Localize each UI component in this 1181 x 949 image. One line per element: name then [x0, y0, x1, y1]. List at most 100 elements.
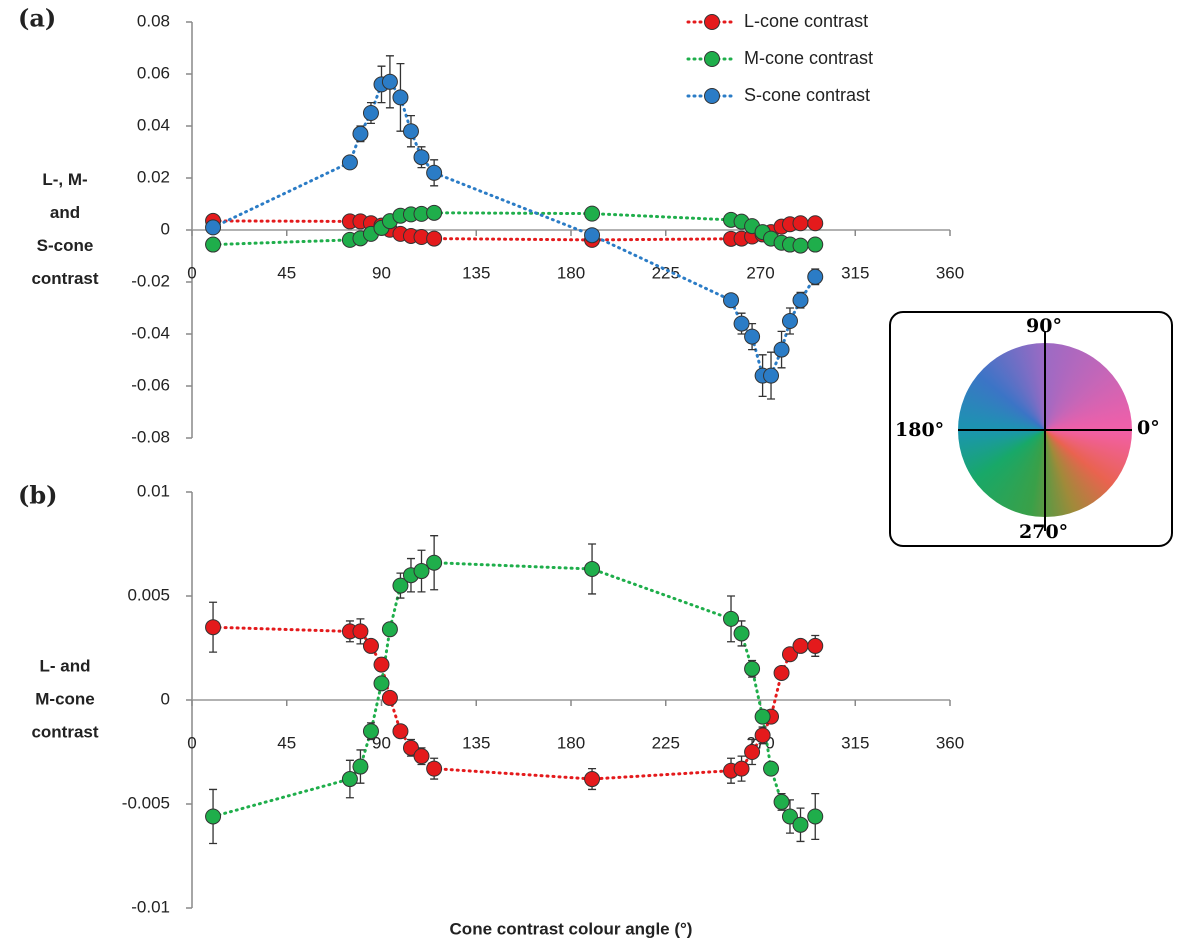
y-tick-label: 0.02	[137, 167, 170, 186]
data-point	[781, 808, 798, 825]
data-point	[807, 268, 824, 285]
y-tick-label: -0.04	[131, 323, 170, 342]
data-point	[362, 637, 379, 654]
wheel-axis	[1044, 331, 1046, 531]
data-point	[426, 204, 443, 221]
y-axis-label: contrast	[31, 269, 98, 288]
data-point	[413, 748, 430, 765]
data-point	[426, 554, 443, 571]
data-point	[773, 341, 790, 358]
data-point	[792, 816, 809, 833]
data-point	[754, 727, 771, 744]
series-line	[211, 561, 817, 827]
data-point	[781, 313, 798, 329]
data-point	[381, 621, 398, 638]
data-point	[392, 577, 409, 594]
y-axis-label: L-, M-	[42, 170, 87, 189]
data-point	[205, 808, 222, 825]
data-point	[413, 563, 430, 580]
data-point	[373, 656, 390, 673]
x-tick-label: 90	[372, 263, 391, 282]
x-tick-label: 225	[652, 733, 680, 752]
y-tick-label: 0.01	[137, 481, 170, 500]
data-point	[792, 237, 809, 254]
panel-label: (b)	[18, 481, 58, 510]
y-axis-label: contrast	[31, 722, 98, 741]
data-point	[426, 760, 443, 777]
data-point	[402, 739, 419, 756]
color-wheel-inset: 90° 0° 180° 270°	[889, 311, 1173, 547]
x-tick-label: 0	[187, 263, 196, 282]
legend-marker	[704, 14, 720, 30]
data-point	[723, 610, 740, 627]
data-point	[392, 89, 409, 106]
y-tick-label: 0.005	[127, 585, 170, 604]
x-axis-label: Cone contrast colour angle (°)	[450, 919, 693, 938]
data-point	[744, 660, 761, 677]
data-point	[392, 723, 409, 740]
y-tick-label: -0.02	[131, 271, 170, 290]
data-point	[381, 689, 398, 706]
legend-label: S-cone contrast	[744, 85, 870, 105]
x-tick-label: 270	[746, 263, 774, 282]
data-point	[584, 771, 601, 788]
data-point	[205, 619, 222, 636]
wheel-label: 180°	[895, 419, 945, 441]
wheel-label: 90°	[1026, 315, 1062, 337]
y-axis-label: and	[50, 203, 80, 222]
x-tick-label: 360	[936, 263, 964, 282]
data-point	[773, 664, 790, 681]
y-tick-label: 0	[161, 689, 170, 708]
data-point	[341, 771, 358, 788]
legend-label: M-cone contrast	[744, 48, 873, 68]
x-tick-label: 180	[557, 263, 585, 282]
data-point	[205, 236, 222, 253]
x-tick-label: 180	[557, 733, 585, 752]
data-point	[341, 154, 358, 171]
data-point	[362, 723, 379, 740]
data-point	[413, 149, 430, 166]
panel-label: (a)	[18, 4, 56, 33]
y-tick-label: 0.06	[137, 63, 170, 82]
data-point	[807, 808, 824, 825]
data-point	[381, 73, 398, 90]
wheel-label: 270°	[1019, 521, 1069, 543]
data-point	[744, 744, 761, 760]
data-point	[763, 760, 780, 777]
data-point	[792, 637, 809, 654]
y-tick-label: 0	[161, 219, 170, 238]
data-point	[754, 708, 771, 725]
y-tick-label: -0.08	[131, 427, 170, 446]
y-tick-label: -0.06	[131, 375, 170, 394]
data-point	[733, 625, 750, 642]
x-tick-label: 0	[187, 733, 196, 752]
legend-marker	[704, 51, 720, 67]
data-point	[362, 105, 379, 121]
x-tick-label: 135	[462, 733, 490, 752]
x-tick-label: 315	[841, 263, 869, 282]
wheel-label: 0°	[1137, 417, 1160, 439]
legend-marker	[704, 88, 720, 104]
legend-label: L-cone contrast	[744, 11, 868, 31]
data-point	[426, 230, 443, 247]
data-point	[773, 793, 790, 810]
x-tick-label: 135	[462, 263, 490, 282]
data-point	[584, 227, 601, 244]
y-axis-label: M-cone	[35, 689, 95, 708]
data-point	[733, 760, 750, 777]
data-point	[373, 675, 390, 692]
y-tick-label: 0.04	[137, 115, 170, 134]
data-point	[584, 205, 601, 222]
data-point	[792, 292, 809, 309]
x-tick-label: 90	[372, 733, 391, 752]
data-point	[807, 637, 824, 654]
data-point	[807, 215, 824, 232]
data-point	[744, 328, 761, 345]
data-point	[352, 125, 369, 142]
data-point	[584, 560, 601, 577]
x-tick-label: 225	[652, 263, 680, 282]
data-point	[205, 219, 222, 236]
data-point	[733, 315, 750, 332]
data-point	[402, 123, 419, 140]
